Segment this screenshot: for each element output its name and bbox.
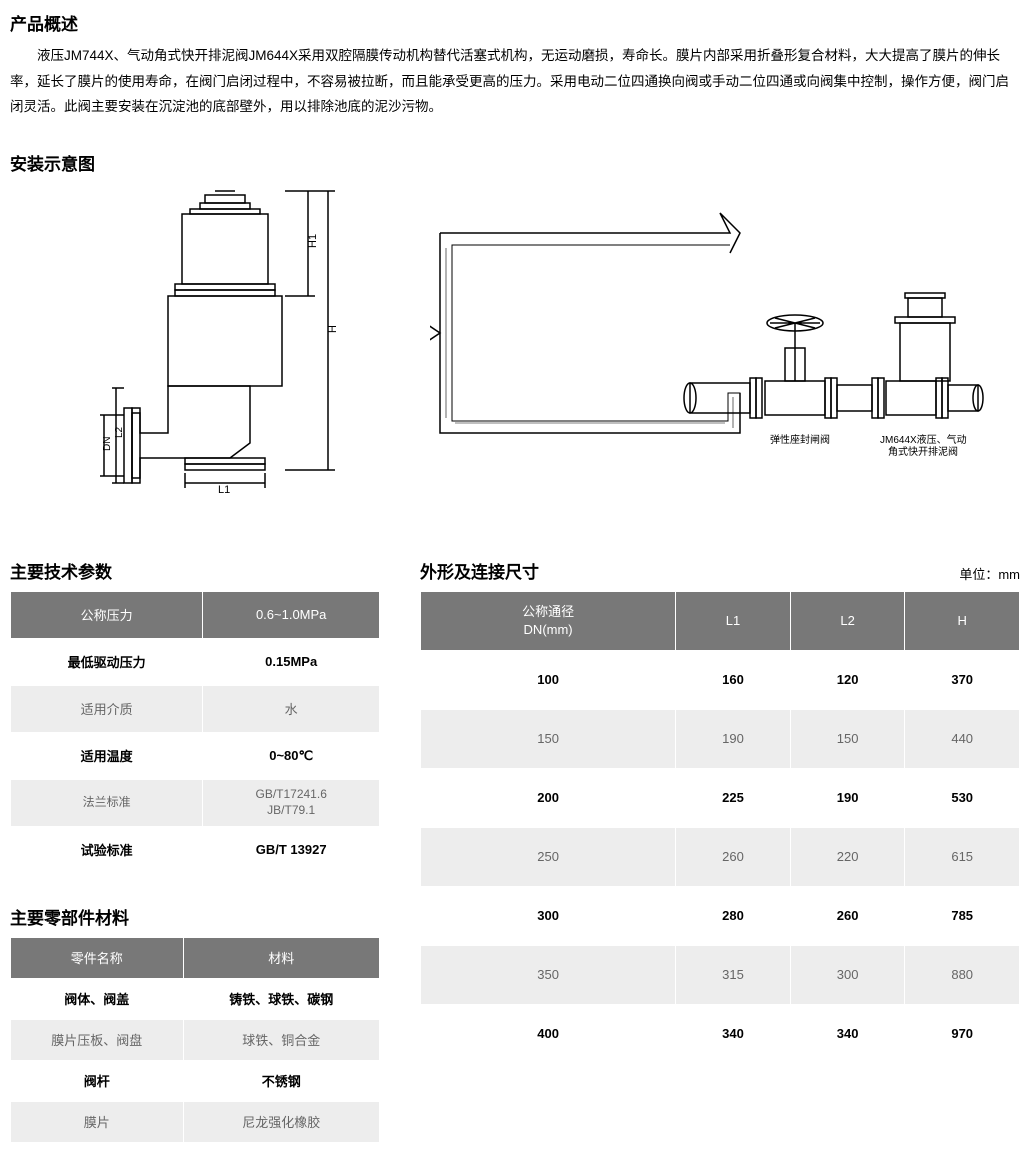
table-cell: 0.15MPa [203, 638, 380, 685]
table-cell: GB/T 13927 [203, 826, 380, 873]
table-cell: 150 [790, 709, 905, 768]
table-cell: 300 [421, 886, 676, 945]
table-cell: 220 [790, 827, 905, 886]
table-cell: 250 [421, 827, 676, 886]
diagrams-row: H1 H L2 DN L1 [10, 183, 1020, 498]
table-cell: 膜片压板、阀盘 [11, 1019, 184, 1060]
table-cell: 225 [676, 768, 791, 827]
table-cell: 530 [905, 768, 1020, 827]
svg-text:角式快开排泥阀: 角式快开排泥阀 [888, 445, 958, 458]
table-cell: 0~80℃ [203, 732, 380, 779]
table-cell: 370 [905, 650, 1020, 709]
dims-header: H [905, 591, 1020, 650]
installation-schematic: 弹性座封闸阀 JM644X液压、气动 角式快开排泥阀 [430, 193, 990, 498]
table-cell: 400 [421, 1004, 676, 1063]
table-cell: 100 [421, 650, 676, 709]
table-cell: GB/T17241.6 JB/T79.1 [203, 779, 380, 826]
svg-text:DN: DN [102, 436, 113, 450]
materials-header-right: 材料 [183, 937, 379, 978]
dims-header: 公称通径 DN(mm) [421, 591, 676, 650]
dims-header: L2 [790, 591, 905, 650]
params-table: 公称压力 0.6~1.0MPa 最低驱动压力0.15MPa 适用介质水 适用温度… [10, 591, 380, 874]
params-header-right: 0.6~1.0MPa [203, 591, 380, 638]
table-cell: 200 [421, 768, 676, 827]
table-cell: 260 [676, 827, 791, 886]
table-cell: 340 [790, 1004, 905, 1063]
table-cell: 适用温度 [11, 732, 203, 779]
materials-title: 主要零部件材料 [10, 904, 380, 929]
params-header-left: 公称压力 [11, 591, 203, 638]
params-title: 主要技术参数 [10, 558, 380, 583]
table-cell: 970 [905, 1004, 1020, 1063]
svg-text:L2: L2 [114, 426, 125, 438]
table-cell: 300 [790, 945, 905, 1004]
table-cell: 280 [676, 886, 791, 945]
table-cell: 球铁、铜合金 [183, 1019, 379, 1060]
dimensions-unit: 单位：mm [959, 564, 1020, 583]
table-cell: 阀杆 [11, 1060, 184, 1101]
dims-header: L1 [676, 591, 791, 650]
table-cell: 190 [790, 768, 905, 827]
table-cell: 615 [905, 827, 1020, 886]
svg-text:H1: H1 [307, 234, 319, 248]
install-title: 安装示意图 [10, 150, 1020, 175]
dimensions-title: 外形及连接尺寸 [420, 558, 539, 583]
table-cell: 785 [905, 886, 1020, 945]
table-cell: 340 [676, 1004, 791, 1063]
dimensions-table: 公称通径 DN(mm) L1 L2 H 100160120370 1501901… [420, 591, 1020, 1064]
table-cell: 阀体、阀盖 [11, 978, 184, 1019]
svg-text:JM644X液压、气动: JM644X液压、气动 [880, 433, 967, 446]
table-cell: 不锈钢 [183, 1060, 379, 1101]
table-cell: 880 [905, 945, 1020, 1004]
valve-dimension-diagram: H1 H L2 DN L1 [90, 183, 350, 498]
table-cell: 260 [790, 886, 905, 945]
table-cell: 最低驱动压力 [11, 638, 203, 685]
table-cell: 膜片 [11, 1101, 184, 1142]
svg-text:L1: L1 [218, 484, 230, 493]
materials-header-left: 零件名称 [11, 937, 184, 978]
overview-text: 液压JM744X、气动角式快开排泥阀JM644X采用双腔隔膜传动机构替代活塞式机… [10, 43, 1020, 120]
svg-text:弹性座封闸阀: 弹性座封闸阀 [770, 433, 830, 446]
table-cell: 350 [421, 945, 676, 1004]
table-cell: 法兰标准 [11, 779, 203, 826]
table-cell: 尼龙强化橡胶 [183, 1101, 379, 1142]
table-cell: 试验标准 [11, 826, 203, 873]
table-cell: 160 [676, 650, 791, 709]
table-cell: 440 [905, 709, 1020, 768]
svg-text:H: H [327, 325, 339, 333]
table-cell: 150 [421, 709, 676, 768]
table-cell: 水 [203, 685, 380, 732]
overview-title: 产品概述 [10, 10, 1020, 35]
table-cell: 适用介质 [11, 685, 203, 732]
table-cell: 190 [676, 709, 791, 768]
materials-table: 零件名称 材料 阀体、阀盖铸铁、球铁、碳钢 膜片压板、阀盘球铁、铜合金 阀杆不锈… [10, 937, 380, 1143]
table-cell: 315 [676, 945, 791, 1004]
table-cell: 铸铁、球铁、碳钢 [183, 978, 379, 1019]
table-cell: 120 [790, 650, 905, 709]
